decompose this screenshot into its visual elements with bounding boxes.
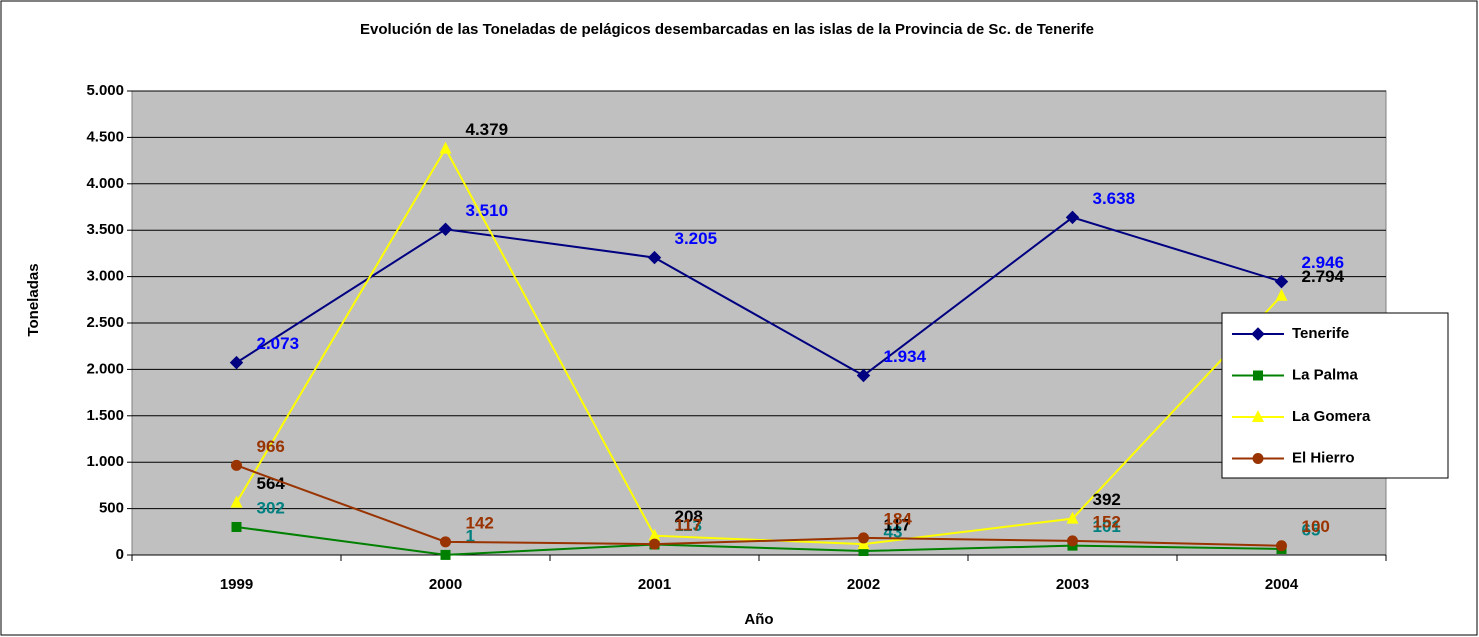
data-label: 3.205 [675,229,718,248]
legend-marker [1253,370,1263,381]
data-label: 1 [466,526,475,545]
data-point [1276,540,1287,552]
data-point [1274,274,1289,289]
data-label: 2.946 [1302,253,1345,272]
data-label: 152 [1093,512,1121,531]
data-point [231,459,242,471]
data-label: 2.794 [1302,267,1345,286]
legend-marker [1251,327,1265,341]
legend-marker [1252,453,1264,464]
y-tick-label: 500 [99,500,124,517]
y-tick-label: 1.500 [86,407,124,424]
y-axis-title: Toneladas [25,263,42,336]
data-point [856,368,871,383]
data-label: 184 [884,509,913,528]
data-label: 3.510 [466,201,509,220]
data-label: 208 [675,507,703,526]
x-tick-label: 2000 [429,576,462,593]
data-label: 113 [675,516,702,535]
data-point [229,355,244,370]
legend-label: Tenerife [1292,325,1349,342]
data-point [439,141,452,154]
data-point [440,536,451,548]
legend-box [1221,312,1449,479]
data-point [647,250,662,265]
data-label: 65 [1302,520,1321,539]
series-line [235,216,1282,377]
series-line [236,525,1282,556]
data-label: 142 [466,513,494,532]
y-tick-label: 3.500 [86,221,124,238]
x-axis-title: Año [744,611,773,628]
y-tick-label: 0 [116,546,124,563]
data-point [1066,511,1079,524]
y-tick-label: 4.500 [86,128,124,145]
data-label: 117 [884,516,911,535]
data-label: 1.934 [884,347,927,366]
data-label: 2.073 [257,334,300,353]
data-label: 117 [675,516,702,535]
data-label: 966 [257,437,285,456]
data-point [1275,288,1288,301]
data-point [438,222,453,236]
series-line [236,464,1282,547]
data-label: 564 [257,474,286,493]
x-tick-label: 2001 [638,576,671,593]
series-line [235,146,1283,546]
data-label: 3.638 [1093,189,1136,208]
data-label: 100 [1302,517,1330,536]
data-point [648,528,661,541]
data-point [1067,535,1078,547]
y-tick-label: 2.000 [86,360,124,377]
x-tick-label: 2002 [847,576,880,593]
y-tick-label: 4.000 [86,175,124,192]
chart-title: Evolución de las Toneladas de pelágicos … [360,21,1094,38]
legend-label: La Gomera [1292,408,1371,425]
data-point [440,549,451,560]
x-tick-label: 2004 [1265,576,1299,593]
y-tick-label: 1.000 [86,453,124,470]
x-tick-label: 1999 [220,576,253,593]
data-point [649,538,660,550]
data-point [231,521,242,532]
data-label: 392 [1093,490,1121,509]
data-point [858,546,869,557]
x-tick-label: 2003 [1056,576,1089,593]
data-label: 101 [1093,517,1121,536]
data-label: 43 [884,522,903,541]
legend-label: La Palma [1292,366,1359,383]
y-tick-label: 5.000 [86,82,124,99]
data-label: 4.379 [466,120,509,139]
data-label: 302 [257,498,285,517]
y-tick-label: 3.000 [86,268,124,285]
data-point [230,495,243,508]
data-point [858,532,869,544]
data-point [1065,210,1080,225]
y-tick-label: 2.500 [86,314,124,331]
legend-label: El Hierro [1292,449,1355,466]
legend-marker [1252,410,1264,422]
